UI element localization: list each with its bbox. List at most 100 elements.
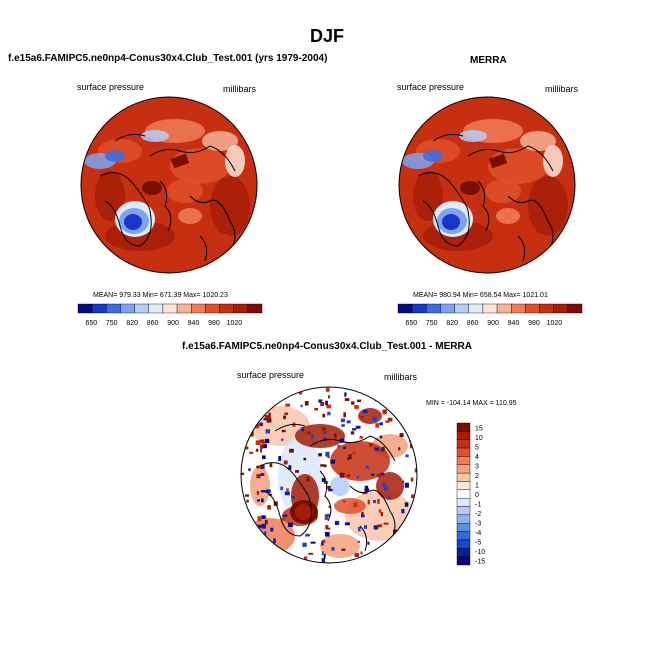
field-speckle [352,451,357,455]
field-speckle [254,389,260,393]
field-speckle [256,399,260,403]
colorbar-swatch [440,303,455,314]
field-speckle [322,413,326,418]
field-speckle [300,404,303,408]
colorbar-tick-label: -10 [475,549,485,556]
field-patch [358,408,382,424]
field-speckle [394,543,399,549]
field-speckle [314,408,319,411]
colorbar-tick-label: -3 [475,520,481,527]
field-speckle [325,451,330,457]
field-speckle [323,553,326,559]
field-speckle [250,431,254,437]
field-patch [95,171,125,221]
field-speckle [354,553,360,557]
field-speckle [371,473,375,476]
field-speckle [255,423,260,429]
field-speckle [263,418,268,421]
field-speckle [401,508,405,514]
field-speckle [253,405,259,408]
field-speckle [328,505,332,508]
field-speckle [374,447,379,451]
field-speckle [302,542,307,547]
field-speckle [327,411,331,416]
field-speckle [354,405,359,409]
field-speckle [321,477,325,483]
colorbar-swatch [176,303,192,314]
field-speckle [416,552,417,556]
field-patch [105,150,125,162]
field-speckle [409,387,414,392]
field-speckle [257,516,262,522]
field-speckle [257,524,263,528]
field-speckle [246,392,250,395]
field-speckle [260,444,263,449]
field-speckle [400,404,404,407]
field-speckle [255,415,259,419]
field-speckle [243,418,246,421]
field-speckle [261,515,266,519]
field-speckle [405,454,409,458]
field-speckle [378,549,382,554]
field-speckle [356,476,360,479]
coastline [99,172,152,247]
field-speckle [260,490,266,493]
coastline [467,145,554,172]
colorbar-swatch [134,303,149,314]
field-speckle [357,526,361,532]
field-speckle [306,431,311,435]
panel2-title: MERRA [470,55,507,66]
panel2-units-label: millibars [545,84,579,94]
field-patch [141,130,169,142]
field-speckle [367,499,370,505]
field-speckle [304,401,309,406]
field-speckle [379,447,383,452]
field-speckle [331,547,335,551]
field-patch [142,181,162,195]
colorbar-tick-label: 2 [475,473,479,480]
colorbar-swatch [525,303,540,314]
field-speckle [415,518,417,523]
field-speckle [410,477,414,482]
field-speckle [401,528,404,533]
field-speckle [401,480,405,483]
field-patch [295,424,345,448]
colorbar-swatch [482,303,498,314]
field-speckle [391,391,394,396]
field-speckle [327,395,331,399]
field-speckle [325,513,330,518]
field-speckle [343,412,346,418]
field-speckle [261,498,264,503]
field-speckle [253,542,257,547]
field-speckle [269,463,273,468]
field-speckle [242,525,248,529]
coastline [359,525,368,552]
field-speckle [412,538,416,541]
field-speckle [373,525,379,530]
field-speckle [321,540,326,543]
field-patch [459,130,487,142]
field-speckle [351,401,355,405]
field-speckle [273,538,276,544]
field-speckle [310,541,316,544]
field-speckle [379,422,383,426]
field-speckle [365,465,369,469]
colorbar-tick-label: 650 [85,320,97,327]
field-speckle [346,420,351,424]
colorbar-tick-label: 1020 [227,320,243,327]
field-speckle [261,441,266,445]
field-speckle [397,554,403,558]
field-speckle [348,454,352,460]
panel3-units-label: millibars [384,372,418,382]
coastline [477,180,490,232]
field-speckle [283,460,288,465]
panel1-variable-label: surface pressure [77,82,145,92]
field-speckle [364,488,370,492]
field-speckle [334,433,337,439]
field-speckle [363,409,368,414]
colorbar-swatch [553,303,569,314]
field-speckle [325,525,329,530]
map-border [240,386,418,564]
field-patch [320,534,360,558]
